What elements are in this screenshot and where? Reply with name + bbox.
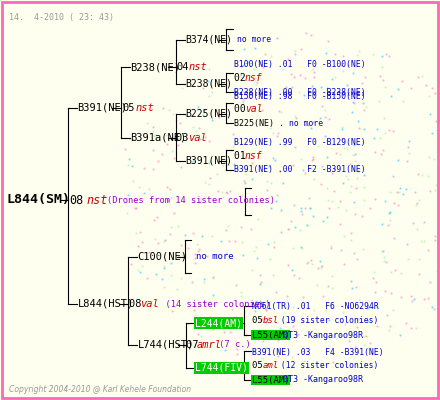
Text: B391a(NE): B391a(NE) [130, 133, 187, 143]
Text: no more: no more [289, 119, 323, 128]
Text: val: val [188, 133, 207, 143]
Text: 07: 07 [186, 340, 205, 350]
Text: L55(AM): L55(AM) [252, 331, 290, 340]
Text: 00: 00 [234, 104, 251, 114]
Text: nsf: nsf [245, 150, 262, 160]
Text: B391(NE): B391(NE) [185, 156, 232, 166]
Text: B225(NE) .: B225(NE) . [234, 119, 284, 128]
Text: no more: no more [196, 252, 234, 261]
Text: B238(NE): B238(NE) [185, 79, 232, 89]
Text: 14.  4-2010 ( 23: 43): 14. 4-2010 ( 23: 43) [9, 13, 114, 22]
Text: (7 c.): (7 c.) [214, 340, 251, 349]
Text: .0T3 -Kangaroo98R: .0T3 -Kangaroo98R [278, 376, 363, 384]
Text: C100(NE): C100(NE) [138, 252, 188, 262]
Text: 08: 08 [129, 299, 148, 309]
Text: L744(HST): L744(HST) [138, 340, 194, 350]
Text: 04: 04 [176, 62, 189, 72]
Text: 05: 05 [252, 316, 268, 325]
Text: B238(NE): B238(NE) [130, 62, 180, 72]
Text: bsl: bsl [262, 316, 279, 325]
Text: (Drones from 14 sister colonies): (Drones from 14 sister colonies) [107, 196, 275, 204]
Text: 03: 03 [176, 133, 195, 143]
Text: L55(AM): L55(AM) [252, 376, 290, 384]
Text: B391(NE) .00   F2 -B391(NE): B391(NE) .00 F2 -B391(NE) [234, 165, 365, 174]
Text: L844(SM): L844(SM) [7, 194, 70, 206]
Text: L844(HST): L844(HST) [77, 299, 134, 309]
Text: B150(NE) .98   F0 -B150(NE): B150(NE) .98 F0 -B150(NE) [234, 92, 365, 100]
Text: B100(NE) .01   F0 -B100(NE): B100(NE) .01 F0 -B100(NE) [234, 60, 365, 68]
Text: 01: 01 [234, 150, 251, 160]
Text: 05: 05 [252, 361, 268, 370]
Text: nst: nst [188, 62, 207, 72]
Text: B391(NE) .03   F4 -B391(NE): B391(NE) .03 F4 -B391(NE) [252, 348, 383, 356]
Text: val: val [245, 104, 262, 114]
Text: (14 sister colonies): (14 sister colonies) [155, 300, 270, 308]
Text: B238(NE) .00   F0 -B238(NE): B238(NE) .00 F0 -B238(NE) [234, 88, 365, 96]
Text: B374(NE): B374(NE) [185, 35, 232, 45]
Text: amrl: amrl [197, 340, 222, 350]
Text: (19 sister colonies): (19 sister colonies) [276, 316, 379, 325]
Text: NO61(TR) .01   F6 -NO6294R: NO61(TR) .01 F6 -NO6294R [252, 302, 378, 311]
Text: B225(NE): B225(NE) [185, 109, 232, 119]
Text: L744(FIV): L744(FIV) [195, 363, 248, 373]
Text: 08: 08 [69, 194, 83, 206]
Text: nsf: nsf [245, 72, 262, 82]
Text: B391(NE): B391(NE) [77, 103, 128, 113]
Text: 02: 02 [234, 72, 251, 82]
Text: aml: aml [262, 361, 279, 370]
Text: (12 sister colonies): (12 sister colonies) [276, 361, 379, 370]
Text: B129(NE) .99   F0 -B129(NE): B129(NE) .99 F0 -B129(NE) [234, 138, 365, 146]
Text: nst: nst [87, 194, 108, 206]
Text: Copyright 2004-2010 @ Karl Kehele Foundation: Copyright 2004-2010 @ Karl Kehele Founda… [9, 385, 191, 394]
Text: val: val [140, 299, 159, 309]
Text: .0T3 -Kangaroo98R: .0T3 -Kangaroo98R [278, 331, 363, 340]
Text: 05: 05 [122, 103, 134, 113]
Text: nst: nst [135, 103, 154, 113]
Text: no more: no more [237, 36, 271, 44]
Text: L244(AM): L244(AM) [195, 318, 242, 328]
